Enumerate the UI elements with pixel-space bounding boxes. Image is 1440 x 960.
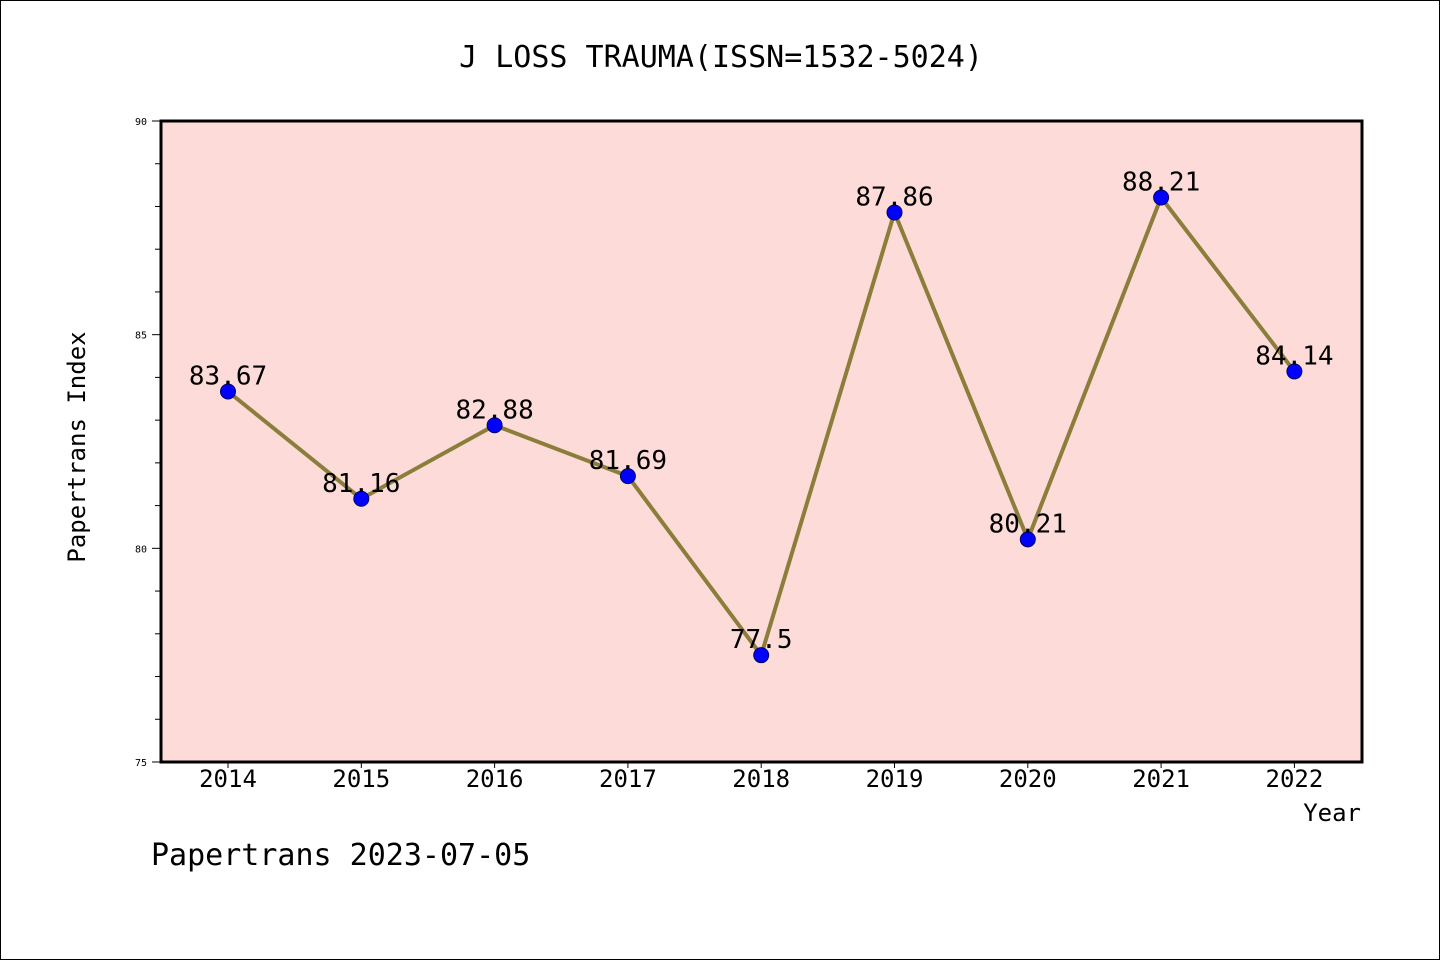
data-label: 82.88 [455,395,533,425]
data-label: 77.5 [730,625,793,655]
y-axis-ticks: 75 80 85 90 [135,117,161,769]
y-tick-label: 85 [135,331,147,342]
x-axis-ticks: 2014 2015 2016 2017 2018 2019 2020 2021 2022 [199,762,1323,793]
x-tick-label: 2022 [1266,765,1324,793]
data-point [353,490,370,507]
y-tick-label: 80 [135,544,147,555]
x-tick-label: 2018 [732,765,790,793]
y-axis-title: Papertrans Index [63,331,91,562]
data-point [753,647,770,664]
x-tick-label: 2014 [199,765,257,793]
y-tick-label: 75 [135,758,147,769]
data-point [886,204,903,221]
plot-area [159,119,1364,764]
data-point [619,468,636,485]
data-point [486,417,503,434]
watermark-text: Papertrans 2023-07-05 [151,838,530,873]
data-point [1153,189,1170,206]
y-tick-label: 90 [135,117,147,128]
data-point [1019,531,1036,548]
series-layer: 83.67 81.16 82.88 81.69 77.5 87.86 80.21 88.21 8… [189,167,1334,664]
data-label: 83.67 [189,362,267,392]
data-point [1286,363,1303,380]
data-label: 87.86 [855,182,933,212]
data-point [220,383,236,400]
x-tick-label: 2019 [866,765,924,793]
data-label: 88.21 [1122,167,1200,197]
x-tick-label: 2017 [599,765,657,793]
data-label: 81.69 [589,446,667,476]
data-label: 81.16 [322,469,400,499]
chart-title: J LOSS TRAUMA(ISSN=1532-5024) [459,40,983,75]
data-label: 80.21 [989,509,1067,539]
x-tick-label: 2015 [332,765,390,793]
x-tick-label: 2021 [1132,765,1190,793]
x-tick-label: 2016 [466,765,524,793]
x-axis-title: Year [1303,799,1361,827]
x-tick-label: 2020 [999,765,1057,793]
data-label: 84.14 [1255,341,1333,371]
